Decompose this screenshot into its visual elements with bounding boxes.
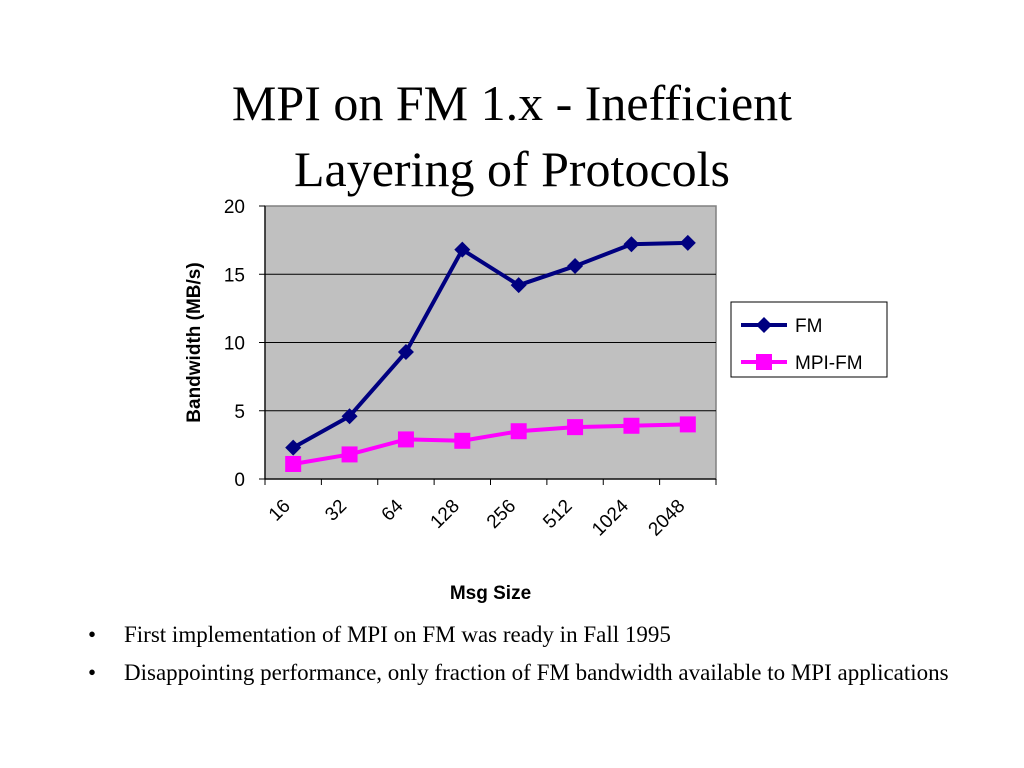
y-tick-label: 0 — [234, 470, 245, 491]
data-point-mpi-fm — [397, 431, 414, 448]
series-line-mpi-fm — [292, 422, 688, 466]
data-point-mpi-fm — [623, 417, 640, 434]
data-point-fm — [397, 344, 414, 361]
legend-marker — [756, 354, 772, 370]
slide-title: MPI on FM 1.x - Inefficient Layering of … — [0, 70, 1024, 202]
bullet-text: Disappointing performance, only fraction… — [124, 660, 949, 685]
data-point-fm — [679, 234, 696, 251]
data-point-mpi-fm — [510, 423, 527, 440]
series-line-fm — [292, 240, 688, 450]
x-tick-label: 2048 — [645, 496, 690, 541]
x-tick-label: 16 — [265, 496, 295, 526]
legend-label: MPI-FM — [795, 353, 863, 374]
legend-marker — [756, 317, 772, 333]
data-point-mpi-fm — [679, 416, 696, 433]
data-point-fm — [623, 236, 640, 253]
y-tick-label: 20 — [224, 197, 245, 218]
slide-title-line-1: MPI on FM 1.x - Inefficient — [231, 75, 793, 131]
bullet-marker: • — [88, 622, 97, 647]
x-tick-label: 128 — [427, 496, 464, 533]
y-axis-title: Bandwidth (MB/s) — [184, 262, 205, 422]
bullet-marker: • — [88, 660, 97, 685]
bullet-list: • First implementation of MPI on FM was … — [88, 620, 968, 696]
y-tick-label: 5 — [234, 402, 245, 423]
x-tick-label: 32 — [321, 496, 351, 526]
data-point-fm — [454, 241, 471, 258]
data-point-fm — [285, 439, 302, 456]
y-tick-label: 15 — [224, 265, 245, 286]
data-point-fm — [567, 258, 584, 275]
legend-label: FM — [795, 316, 822, 337]
y-tick-label: 10 — [224, 334, 245, 355]
data-point-mpi-fm — [454, 432, 471, 449]
data-point-fm — [341, 408, 358, 425]
data-point-fm — [510, 277, 527, 294]
slide-title-line-2: Layering of Protocols — [293, 141, 730, 197]
data-point-mpi-fm — [567, 419, 584, 436]
data-point-mpi-fm — [341, 446, 358, 463]
x-axis-title: Msg Size — [450, 583, 531, 604]
x-tick-label: 64 — [378, 495, 408, 525]
x-tick-label: 1024 — [588, 495, 633, 540]
x-tick-label: 512 — [539, 496, 576, 533]
x-tick-label: 256 — [483, 496, 520, 533]
bullet-text: First implementation of MPI on FM was re… — [124, 622, 671, 647]
bullet-item: • First implementation of MPI on FM was … — [88, 620, 968, 650]
bullet-item: • Disappointing performance, only fracti… — [88, 658, 968, 688]
data-point-mpi-fm — [285, 455, 302, 472]
